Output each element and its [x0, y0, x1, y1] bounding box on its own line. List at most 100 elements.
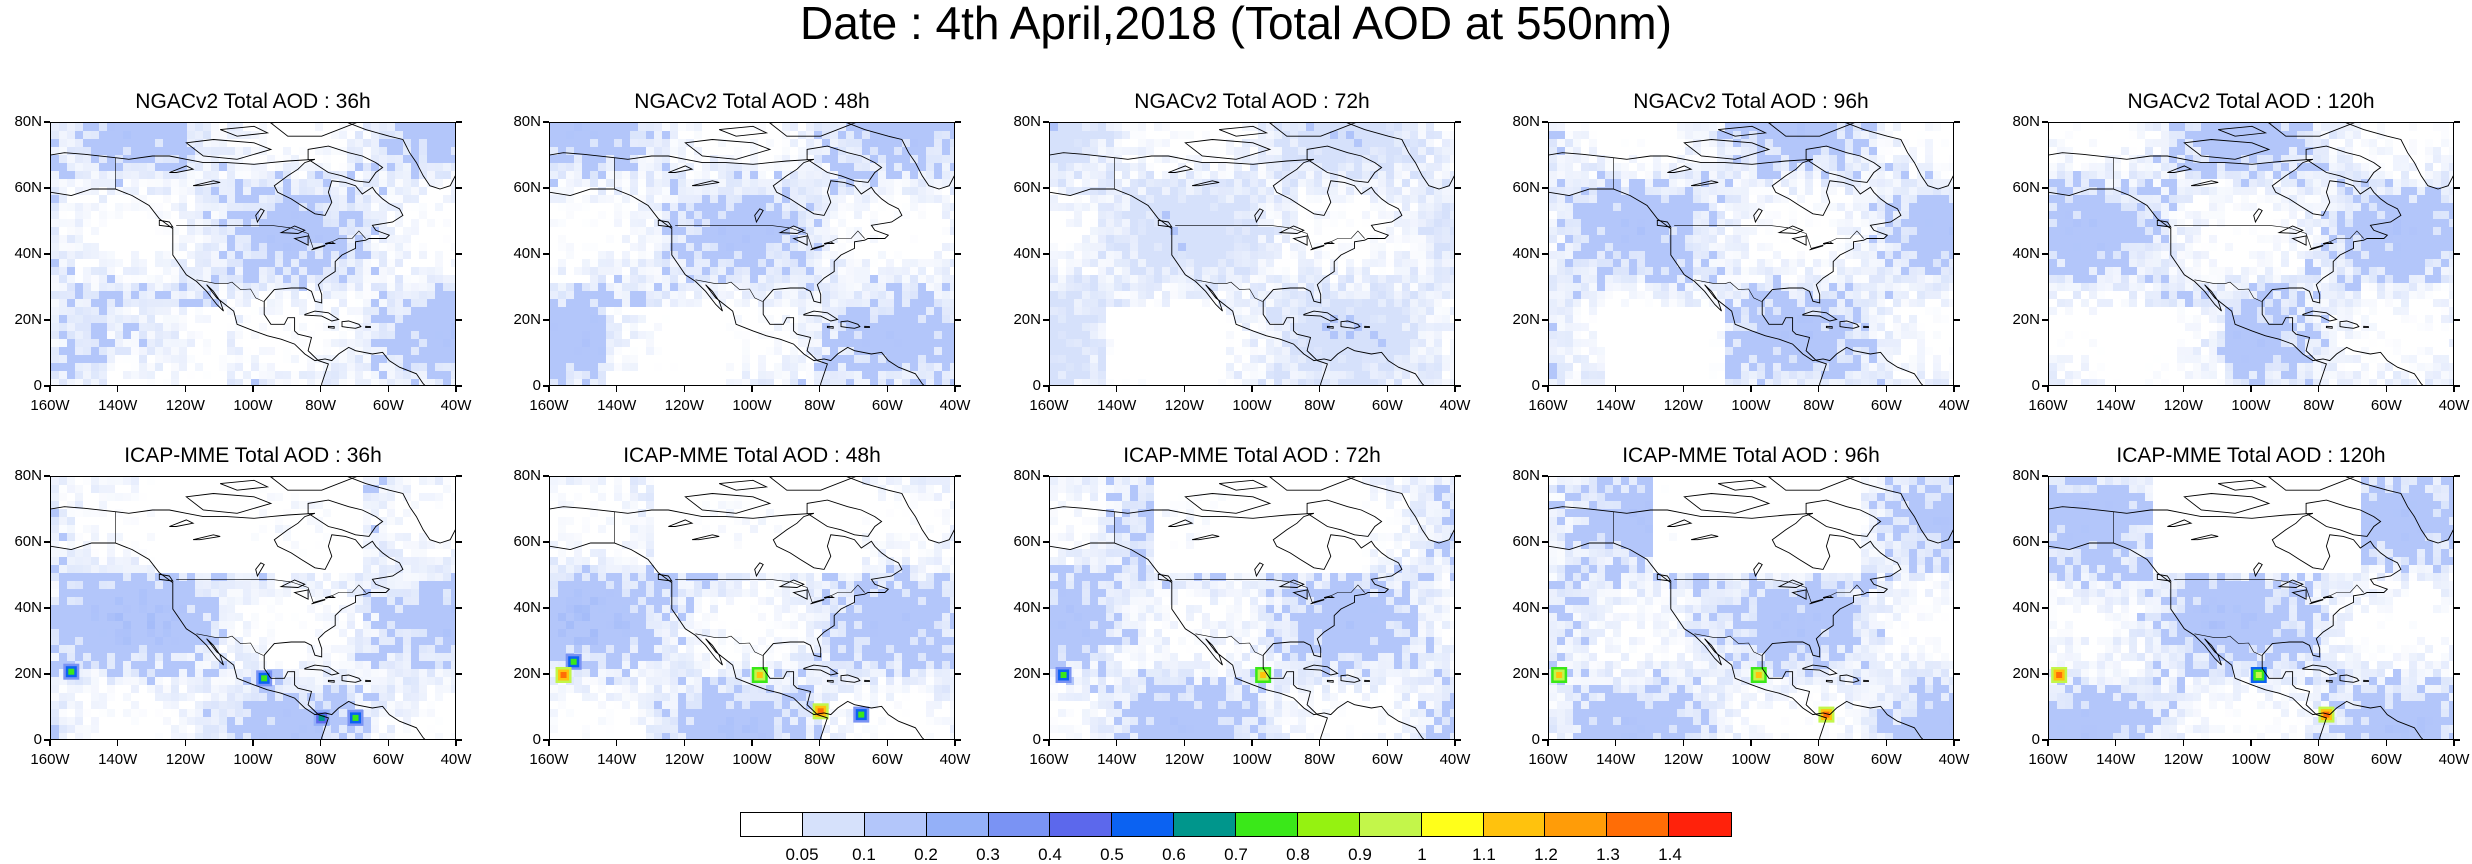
- longitude-tick: [2318, 386, 2320, 392]
- aod-map: [549, 122, 955, 386]
- aod-hotspot: [261, 675, 267, 681]
- latitude-tick: [543, 541, 549, 543]
- latitude-tick: [2454, 541, 2460, 543]
- latitude-label: 0: [1532, 378, 1540, 394]
- latitude-label: 0: [1033, 732, 1041, 748]
- latitude-tick: [1455, 253, 1461, 255]
- latitude-label: 0: [2032, 378, 2040, 394]
- longitude-tick: [1251, 740, 1253, 746]
- longitude-tick: [616, 740, 618, 746]
- panel-title: ICAP-MME Total AOD : 48h: [549, 444, 955, 468]
- latitude-tick: [543, 121, 549, 123]
- latitude-tick: [543, 607, 549, 609]
- latitude-tick: [2042, 475, 2048, 477]
- latitude-tick: [1954, 187, 1960, 189]
- longitude-label: 160W: [2028, 398, 2067, 414]
- longitude-tick: [1750, 386, 1752, 392]
- longitude-label: 40W: [2439, 752, 2470, 768]
- colorbar-swatch: [741, 813, 803, 836]
- panel-title: NGACv2 Total AOD : 48h: [549, 90, 955, 114]
- latitude-label: 60N: [2012, 534, 2040, 550]
- latitude-tick: [456, 541, 462, 543]
- longitude-label: 120W: [1664, 752, 1703, 768]
- latitude-tick: [1043, 475, 1049, 477]
- longitude-label: 140W: [2096, 398, 2135, 414]
- latitude-tick: [543, 319, 549, 321]
- longitude-tick: [1116, 740, 1118, 746]
- aod-field: [550, 123, 955, 386]
- longitude-tick: [117, 386, 119, 392]
- longitude-tick: [819, 386, 821, 392]
- latitude-tick: [955, 121, 961, 123]
- colorbar-label: 1.2: [1534, 846, 1558, 864]
- longitude-tick: [388, 740, 390, 746]
- longitude-label: 60W: [1871, 752, 1902, 768]
- longitude-tick: [1116, 386, 1118, 392]
- latitude-label: 80N: [14, 468, 42, 484]
- latitude-label: 80N: [1512, 468, 1540, 484]
- latitude-tick: [2042, 319, 2048, 321]
- longitude-label: 120W: [1165, 398, 1204, 414]
- longitude-label: 140W: [1596, 398, 1635, 414]
- longitude-label: 60W: [872, 752, 903, 768]
- colorbar-label: 0.6: [1162, 846, 1186, 864]
- latitude-tick: [1542, 607, 1548, 609]
- longitude-label: 100W: [233, 752, 272, 768]
- longitude-tick: [954, 386, 956, 392]
- longitude-tick: [1683, 740, 1685, 746]
- longitude-tick: [1818, 386, 1820, 392]
- latitude-label: 0: [533, 378, 541, 394]
- latitude-tick: [456, 607, 462, 609]
- latitude-label: 40N: [513, 246, 541, 262]
- latitude-tick: [2454, 739, 2460, 741]
- aod-field: [51, 477, 456, 740]
- aod-field: [550, 477, 955, 740]
- longitude-tick: [2047, 386, 2049, 392]
- longitude-label: 100W: [233, 398, 272, 414]
- longitude-label: 40W: [1939, 398, 1970, 414]
- latitude-tick: [955, 739, 961, 741]
- latitude-label: 40N: [2012, 600, 2040, 616]
- longitude-label: 140W: [1097, 398, 1136, 414]
- colorbar-label: 0.7: [1224, 846, 1248, 864]
- longitude-label: 140W: [597, 398, 636, 414]
- latitude-tick: [1455, 385, 1461, 387]
- latitude-tick: [1542, 319, 1548, 321]
- latitude-tick: [2454, 475, 2460, 477]
- longitude-label: 100W: [1232, 752, 1271, 768]
- latitude-tick: [1455, 541, 1461, 543]
- longitude-tick: [1953, 386, 1955, 392]
- latitude-label: 20N: [14, 666, 42, 682]
- colorbar-label: 1.1: [1472, 846, 1496, 864]
- latitude-label: 60N: [1512, 534, 1540, 550]
- latitude-tick: [1954, 739, 1960, 741]
- latitude-tick: [1542, 253, 1548, 255]
- longitude-label: 80W: [305, 398, 336, 414]
- longitude-label: 140W: [597, 752, 636, 768]
- latitude-label: 20N: [1512, 666, 1540, 682]
- aod-map: [50, 122, 456, 386]
- longitude-tick: [548, 386, 550, 392]
- longitude-tick: [1547, 740, 1549, 746]
- latitude-label: 20N: [1512, 312, 1540, 328]
- latitude-label: 60N: [513, 534, 541, 550]
- panel-title: NGACv2 Total AOD : 36h: [50, 90, 456, 114]
- longitude-label: 160W: [30, 752, 69, 768]
- longitude-label: 80W: [1304, 398, 1335, 414]
- longitude-tick: [1750, 740, 1752, 746]
- latitude-label: 40N: [1013, 600, 1041, 616]
- latitude-label: 60N: [14, 180, 42, 196]
- aod-field: [1050, 123, 1455, 386]
- latitude-tick: [1043, 607, 1049, 609]
- longitude-label: 100W: [732, 752, 771, 768]
- colorbar-swatch: [1050, 813, 1112, 836]
- longitude-tick: [2115, 740, 2117, 746]
- latitude-tick: [456, 739, 462, 741]
- aod-grid: [2049, 477, 2454, 740]
- aod-map: [1049, 122, 1455, 386]
- latitude-tick: [1455, 673, 1461, 675]
- latitude-tick: [1954, 253, 1960, 255]
